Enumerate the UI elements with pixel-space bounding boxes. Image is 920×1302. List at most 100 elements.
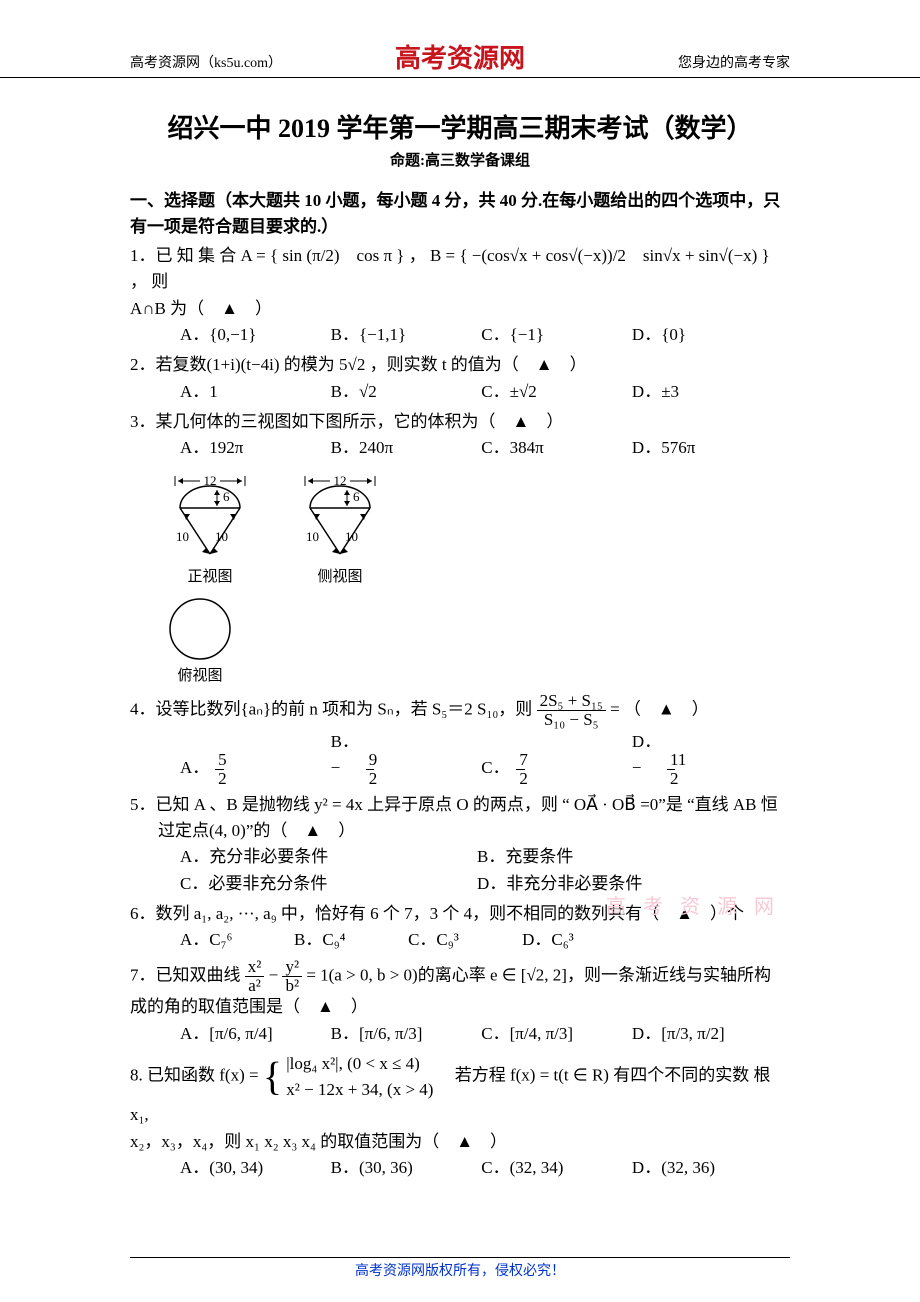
q3-stem: 3．某几何体的三视图如下图所示，它的体积为（ ▲ ） — [130, 409, 790, 435]
q3-opt-C: C．384π — [481, 435, 627, 461]
q3-top-label: 俯视图 — [160, 665, 240, 688]
q4-frac-den: S₁₀ − S₅ — [537, 711, 606, 729]
q6-opt-B: B．C₉⁴ — [294, 927, 404, 953]
q1-comma: ， — [409, 246, 426, 265]
q4-D-num: 11 — [667, 751, 675, 770]
footer-divider — [130, 1257, 790, 1258]
q7-f1d: a² — [245, 977, 265, 995]
q4-fraction: 2S₅ + S₁₅ S₁₀ − S₅ — [537, 692, 606, 729]
q7-stem2: 成的角的取值范围是（ ▲ ） — [130, 994, 790, 1020]
q3-front-view: 12 6 10 10 正视图 — [160, 466, 260, 589]
q3-opt-D: D．576π — [632, 435, 778, 461]
q4-A-label: A． — [180, 755, 215, 781]
q8-opt-A: A．(30, 34) — [180, 1155, 326, 1181]
q3-side-view: 12 6 10 10 侧视图 — [290, 466, 390, 589]
q1-stem-b: ， 则 — [130, 272, 168, 291]
question-4: 4．设等比数列{aₙ}的前 n 项和为 Sₙ，若 S₅＝2 S₁₀，则 2S₅ … — [130, 692, 790, 787]
section-1-header: 一、选择题（本大题共 10 小题，每小题 4 分，共 40 分.在每小题给出的四… — [130, 188, 790, 239]
q3-figures: 12 6 10 10 正视图 — [160, 466, 790, 589]
q3-side-svg: 12 6 10 10 — [290, 466, 390, 566]
q5-stem2: 过定点(4, 0)”的（ ▲ ） — [130, 818, 790, 844]
q4-C-den: 2 — [516, 770, 524, 788]
q3-dim-6-front: 6 — [223, 489, 230, 504]
question-6: 6．数列 a₁, a₂, ···, a₉ 中，恰好有 6 个 7，3 个 4，则… — [130, 901, 790, 954]
question-8: 8. 已知函数 f(x) = { |log₄ x²|, (0 < x ≤ 4) … — [130, 1051, 790, 1181]
page-header: 高考资源网（ks5u.com） 高考资源网 您身边的高考专家 — [0, 0, 920, 78]
q7-minus: − — [269, 965, 283, 984]
q1-setA: A = { sin (π/2) cos π } — [241, 246, 405, 265]
q1-opt-B: B．{−1,1} — [331, 322, 477, 348]
q3-front-svg: 12 6 10 10 — [160, 466, 260, 566]
q7-opt-B: B．[π/6, π/3] — [331, 1021, 477, 1047]
q7-opt-D: D．[π/3, π/2] — [632, 1021, 778, 1047]
q3-dim-10l-front: 10 — [176, 529, 189, 544]
question-5: 5．已知 A 、B 是抛物线 y² = 4x 上异于原点 O 的两点，则 “ O… — [130, 792, 790, 897]
q4-stem-a: 4．设等比数列{aₙ}的前 n 项和为 Sₙ，若 S₅＝2 S₁₀，则 — [130, 700, 537, 719]
q5-opt-B: B．充要条件 — [477, 844, 770, 870]
question-1: 1．已 知 集 合 A = { sin (π/2) cos π } ， B = … — [130, 243, 790, 348]
q2-opt-C: C．±√2 — [481, 379, 627, 405]
q3-dim-10r-front: 10 — [215, 529, 228, 544]
q3-opt-B: B．240π — [331, 435, 477, 461]
q7-f1n: x² — [245, 958, 265, 977]
q4-A-den: 2 — [215, 770, 223, 788]
q5-opt-C: C．必要非充分条件 — [180, 871, 473, 897]
q4-C-num: 7 — [516, 751, 524, 770]
q7-opt-C: C．[π/4, π/3] — [481, 1021, 627, 1047]
q6-stem: 6．数列 a₁, a₂, ···, a₉ 中，恰好有 6 个 7，3 个 4，则… — [130, 901, 790, 927]
q3-dim-10r-side: 10 — [345, 529, 358, 544]
q8-piecewise: { |log₄ x²|, (0 < x ≤ 4) x² − 12x + 34, … — [263, 1051, 434, 1102]
q1-opt-A: A．{0,−1} — [180, 322, 326, 348]
q3-dim-10l-side: 10 — [306, 529, 319, 544]
q4-B-num: 9 — [366, 751, 374, 770]
q2-opt-D: D．±3 — [632, 379, 778, 405]
q1-stem-a: 1．已 知 集 合 — [130, 246, 241, 265]
question-3: 3．某几何体的三视图如下图所示，它的体积为（ ▲ ） A．192π B．240π… — [130, 409, 790, 688]
exam-subtitle: 命题:高三数学备课组 — [130, 149, 790, 170]
q6-opt-D: D．C₆³ — [522, 927, 632, 953]
q2-opt-B: B．√2 — [331, 379, 477, 405]
q8-opt-D: D．(32, 36) — [632, 1155, 778, 1181]
q1-line2: A∩B 为（ ▲ ） — [130, 296, 790, 322]
q4-D-den: 2 — [667, 770, 675, 788]
q3-side-label: 侧视图 — [290, 566, 390, 589]
q1-opt-C: C．{−1} — [481, 322, 627, 348]
q4-opt-D: D．−112 — [632, 729, 778, 788]
q4-opt-A: A．52 — [180, 751, 326, 788]
q3-top-view-row: 俯视图 — [160, 593, 790, 688]
q3-dim-12-side: 12 — [334, 473, 347, 488]
q5-stem: 5．已知 A 、B 是抛物线 y² = 4x 上异于原点 O 的两点，则 “ O… — [130, 792, 790, 818]
q4-stem-b: = （ ▲ ） — [610, 700, 709, 719]
q8-case2: x² − 12x + 34, (x > 4) — [286, 1080, 433, 1099]
q1-setB: B = { −(cos√x + cos√(−x))/2 sin√x + sin√… — [430, 246, 770, 265]
q6-opt-C: C．C₉³ — [408, 927, 518, 953]
q3-top-view: 俯视图 — [160, 593, 240, 688]
page-content: 绍兴一中 2019 学年第一学期高三期末考试（数学） 命题:高三数学备课组 一、… — [0, 78, 920, 1195]
header-left-text: 高考资源网（ks5u.com） — [130, 52, 282, 72]
q2-opt-A: A．1 — [180, 379, 326, 405]
q4-B-label: B．− — [331, 729, 366, 782]
footer-copyright: 高考资源网版权所有，侵权必究！ — [0, 1260, 920, 1280]
q6-opt-A: A．C₇⁶ — [180, 927, 290, 953]
q7-opt-A: A．[π/6, π/4] — [180, 1021, 326, 1047]
q3-opt-A: A．192π — [180, 435, 326, 461]
q4-B-den: 2 — [366, 770, 374, 788]
q7-f2d: b² — [282, 977, 302, 995]
q4-opt-B: B．−92 — [331, 729, 477, 788]
q4-opt-C: C．72 — [481, 751, 627, 788]
q3-top-svg — [160, 593, 240, 665]
q4-C-label: C． — [481, 755, 516, 781]
header-logo-text: 高考资源网 — [395, 38, 525, 75]
q4-D-label: D．− — [632, 729, 667, 782]
question-2: 2．若复数(1+i)(t−4i) 的模为 5√2 ，则实数 t 的值为（ ▲ ）… — [130, 352, 790, 405]
q3-front-label: 正视图 — [160, 566, 260, 589]
question-7: 7．已知双曲线 x²a² − y²b² = 1(a > 0, b > 0)的离心… — [130, 958, 790, 1047]
q8-line2: x₂，x₃，x₄，则 x₁ x₂ x₃ x₄ 的取值范围为（ ▲ ） — [130, 1129, 790, 1155]
q5-opt-D: D．非充分非必要条件 — [477, 871, 770, 897]
q8-stem-a: 8. 已知函数 f(x) = — [130, 1066, 263, 1085]
q2-stem: 2．若复数(1+i)(t−4i) 的模为 5√2 ，则实数 t 的值为（ ▲ ） — [130, 352, 790, 378]
q3-dim-12-front: 12 — [204, 473, 217, 488]
q4-A-num: 5 — [215, 751, 223, 770]
exam-title: 绍兴一中 2019 学年第一学期高三期末考试（数学） — [130, 108, 790, 145]
q7-stem-a: 7．已知双曲线 — [130, 965, 245, 984]
